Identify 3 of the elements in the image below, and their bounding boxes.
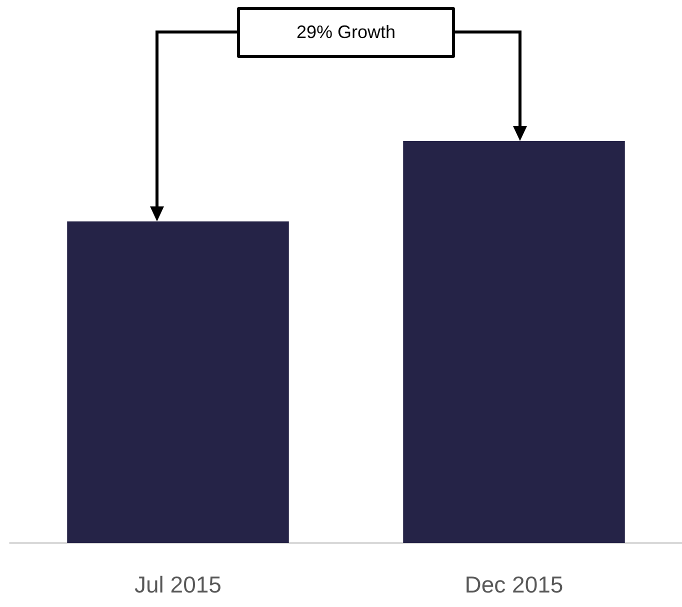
x-tick-label: Dec 2015 <box>464 572 564 598</box>
x-tick-label: Jul 2015 <box>134 572 222 598</box>
text: 29% Growth <box>237 7 455 58</box>
